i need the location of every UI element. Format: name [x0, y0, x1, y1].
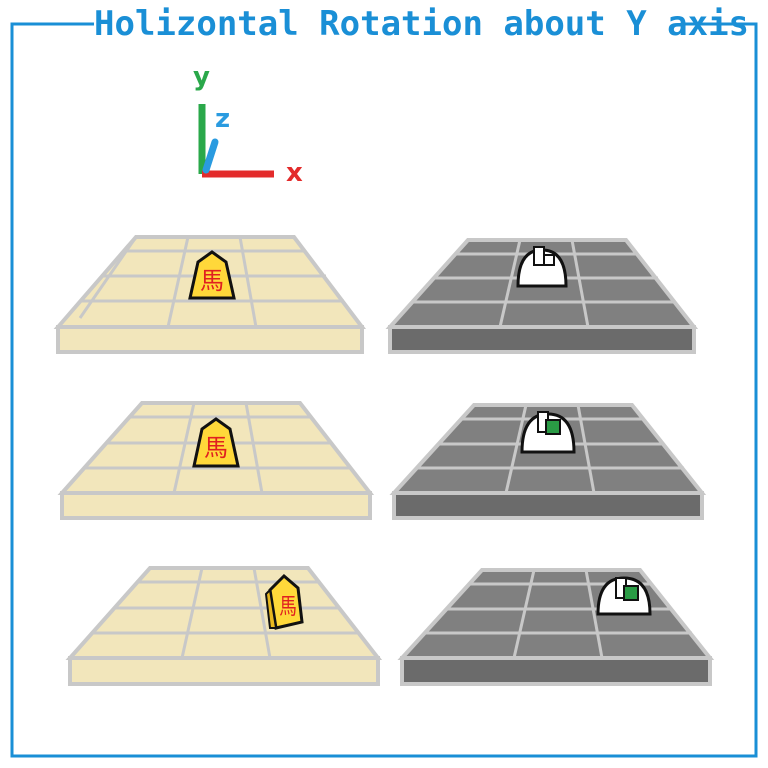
horse-piece-row1: 馬: [188, 250, 236, 300]
marker-green: [545, 419, 561, 435]
dome-piece-row2: [520, 411, 576, 454]
axis-gizmo: [198, 104, 274, 178]
y-axis-label: y: [193, 62, 210, 92]
diagram-title: Holizontal Rotation about Y axis: [94, 4, 750, 44]
marker-green: [623, 585, 639, 601]
dome-piece-row3: [596, 576, 652, 616]
z-axis-label: z: [215, 104, 231, 134]
board-dark-row3: [397, 568, 715, 686]
marker-white: [533, 246, 545, 266]
piece-kanji: 馬: [204, 434, 228, 462]
title-background: [94, 2, 684, 50]
piece-kanji: 馬: [279, 594, 297, 619]
dome-piece-row1: [516, 246, 568, 288]
x-axis-label: x: [286, 158, 303, 188]
z-axis-line: [202, 138, 219, 174]
horse-piece-row3-rotated: 馬: [264, 573, 304, 630]
piece-kanji: 馬: [200, 267, 224, 295]
horse-piece-row2: 馬: [192, 417, 240, 468]
board-light-row3: [65, 566, 383, 686]
